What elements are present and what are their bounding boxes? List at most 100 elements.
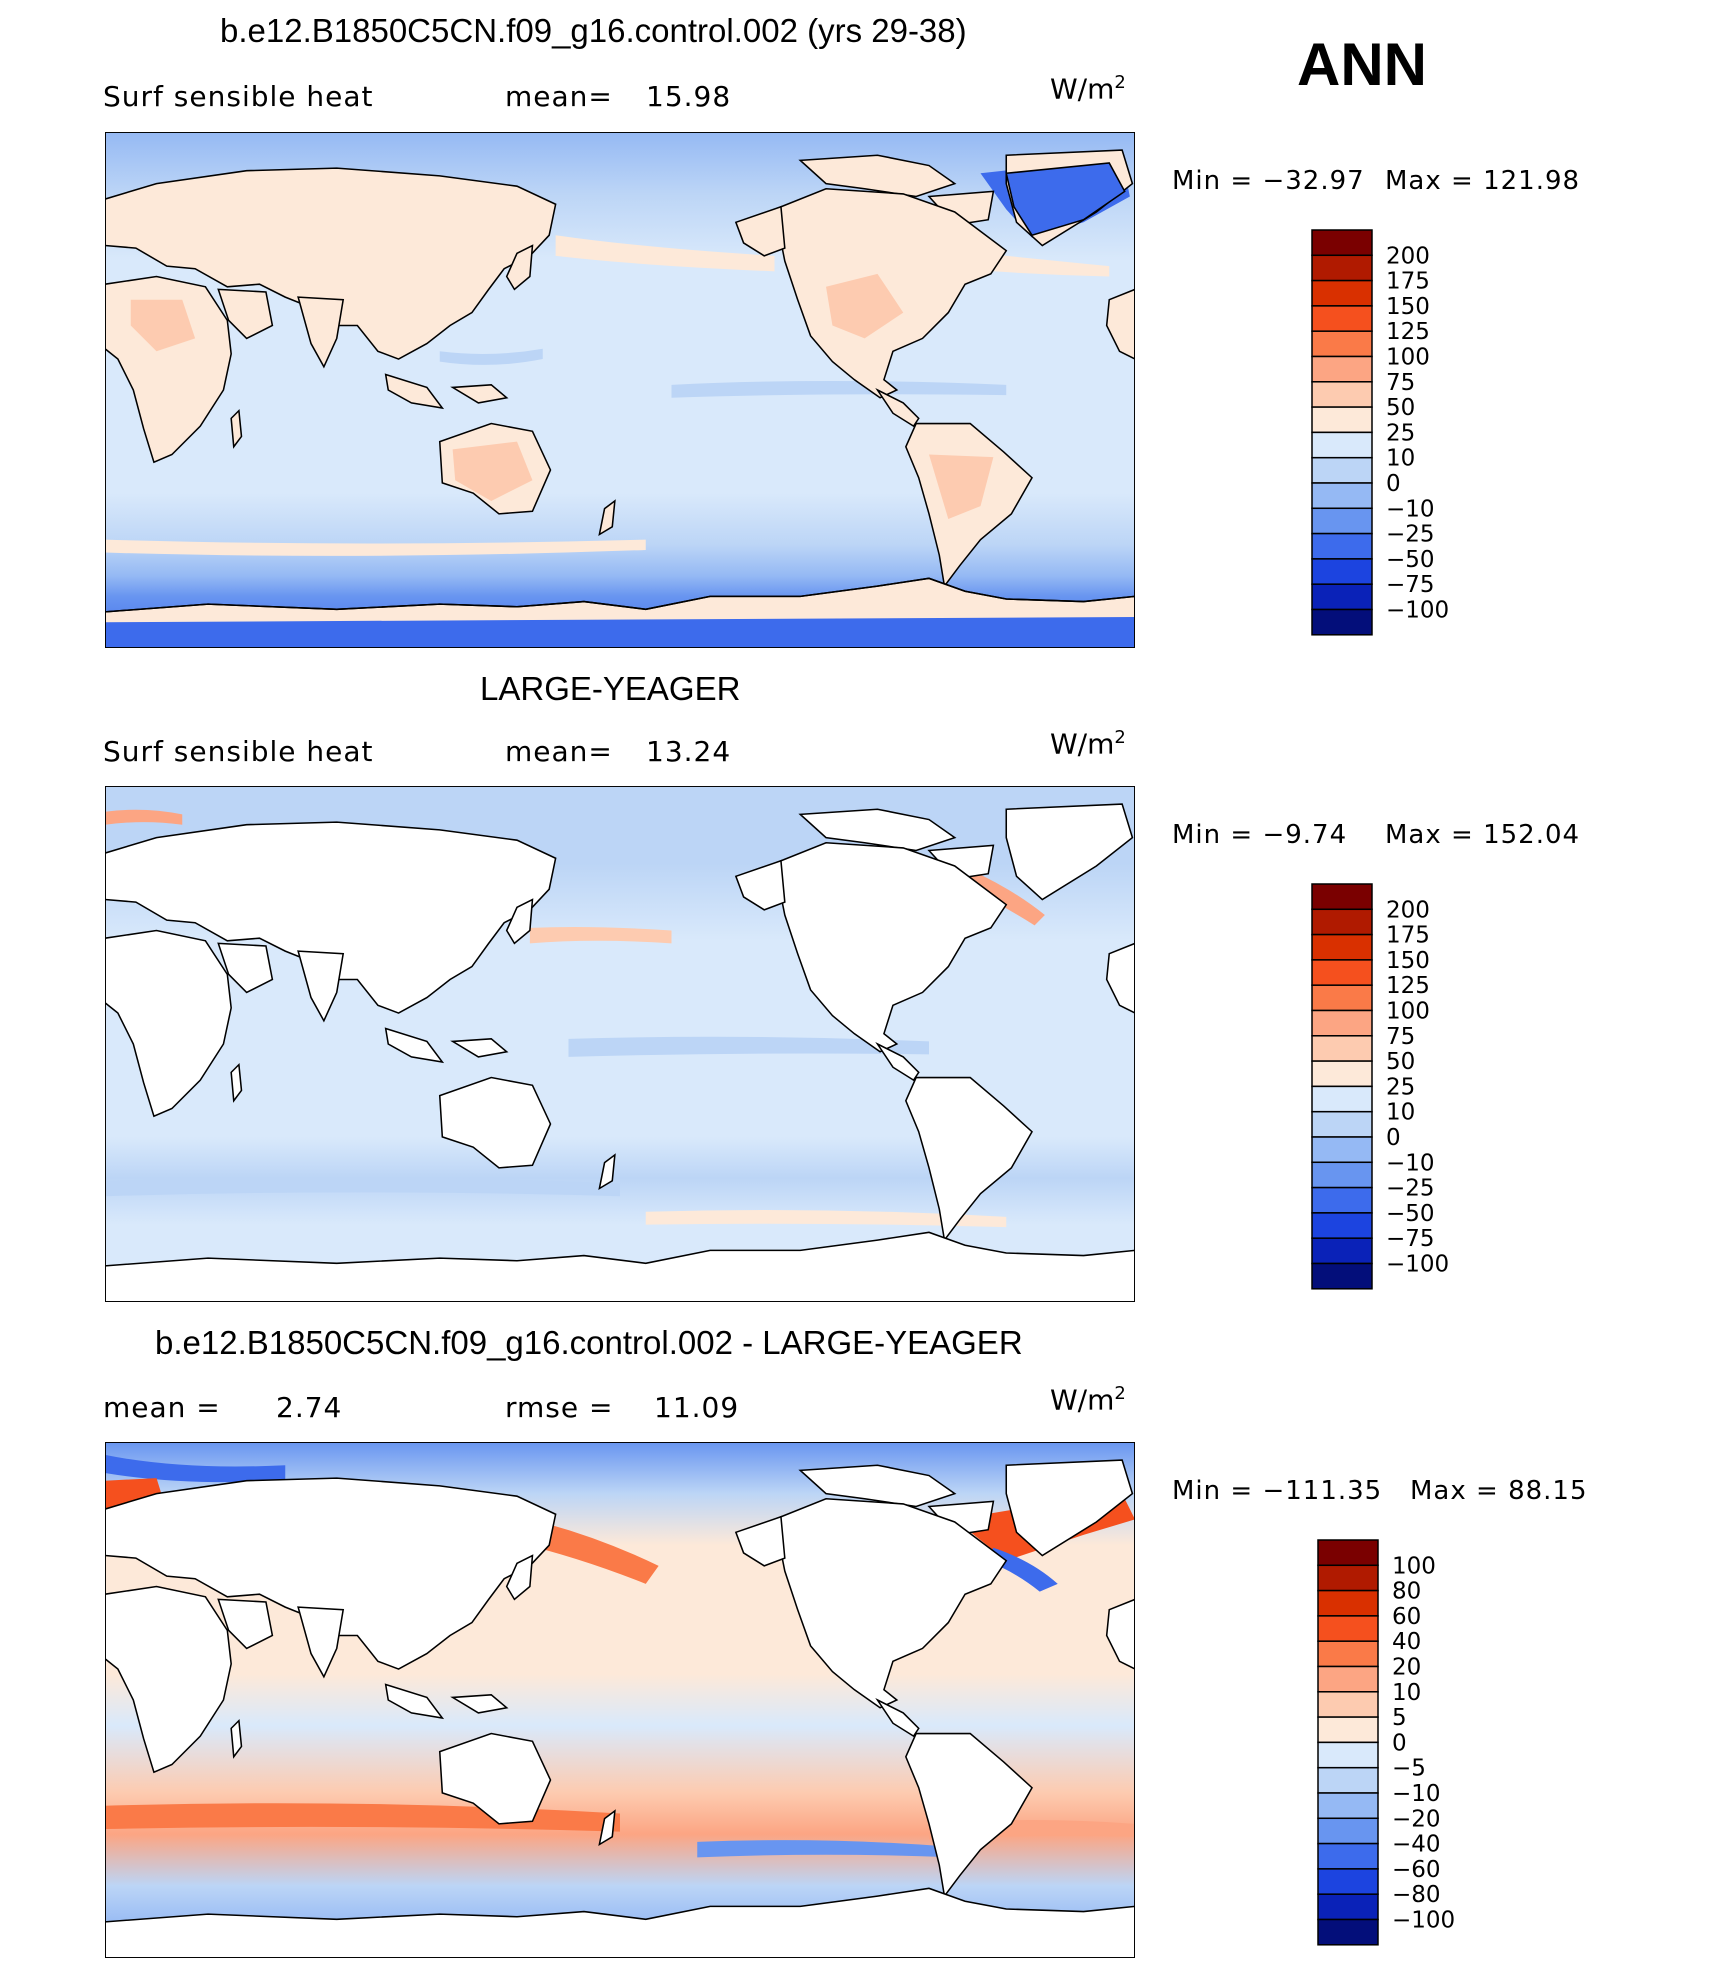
panel1-colorbar-swatch-3	[1311, 305, 1373, 332]
panel1-colorbar-tick-label-6: 50	[1386, 395, 1415, 421]
units-exp: 2	[1114, 72, 1126, 93]
panel3-title: b.e12.B1850C5CN.f09_g16.control.002 - LA…	[155, 1324, 1023, 1361]
panel3-colorbar-tick-label-6: 5	[1392, 1705, 1407, 1731]
season-label: ANN	[1297, 31, 1427, 98]
panel3-colorbar-tick-label-7: 0	[1392, 1730, 1407, 1756]
panel3-colorbar-swatch-9	[1317, 1766, 1379, 1794]
panel3-colorbar-swatch-7	[1317, 1716, 1379, 1744]
panel3-colorbar-tick-label-14: −100	[1392, 1908, 1455, 1934]
panel1-colorbar-tick-label-9: 0	[1386, 471, 1401, 497]
panel2-colorbar-swatch-1	[1311, 908, 1373, 936]
panel2-units: W/m2	[1050, 727, 1126, 760]
panel1-colorbar-swatch-10	[1311, 482, 1373, 510]
panel2-colorbar-swatch-5	[1311, 1009, 1373, 1037]
panel2-colorbar-tick-label-5: 75	[1386, 1024, 1415, 1050]
panel2-variable-label: Surf sensible heat	[103, 735, 374, 768]
panel1-colorbar-swatch-9	[1311, 456, 1373, 484]
panel1-colorbar-swatch-2	[1311, 279, 1373, 307]
panel1-units: W/m2	[1050, 72, 1126, 105]
panel1-colorbar-swatch-14	[1311, 583, 1373, 611]
panel2-colorbar-tick-label-4: 100	[1386, 999, 1430, 1025]
panel1-colorbar-tick-label-13: −75	[1386, 572, 1435, 598]
panel2-colorbar-tick-label-0: 200	[1386, 897, 1430, 923]
panel3-colorbar-tick-label-3: 40	[1392, 1629, 1421, 1655]
panel1-mean-value: 15.98	[646, 80, 732, 113]
panel3-colorbar-swatch-0	[1317, 1539, 1379, 1567]
panel2-colorbar-tick-label-7: 25	[1386, 1074, 1415, 1100]
panel1-colorbar-tick-label-4: 100	[1386, 345, 1430, 371]
panel3-colorbar-swatch-11	[1317, 1817, 1379, 1845]
panel1-max-label: Max = 121.98	[1385, 166, 1581, 196]
panel1-colorbar-swatch-7	[1311, 406, 1373, 434]
panel2-colorbar-swatch-11	[1311, 1161, 1373, 1189]
panel1-colorbar-swatch-8	[1311, 431, 1373, 459]
panel1-colorbar-tick-label-5: 75	[1386, 370, 1415, 396]
panel3-colorbar-tick-label-1: 80	[1392, 1579, 1421, 1605]
panel2-colorbar-swatch-13	[1311, 1212, 1373, 1239]
panel2-title: LARGE-YEAGER	[480, 670, 741, 707]
panel2-colorbar-tick-label-8: 10	[1386, 1100, 1415, 1126]
panel2-colorbar-swatch-10	[1311, 1136, 1373, 1164]
panel2-colorbar-swatch-14	[1311, 1237, 1373, 1265]
panel3-colorbar-swatch-14	[1317, 1893, 1379, 1921]
panel3-colorbar-tick-label-4: 20	[1392, 1655, 1421, 1681]
panel2-colorbar-swatch-4	[1311, 984, 1373, 1012]
panel3-colorbar-swatch-10	[1317, 1792, 1379, 1820]
panel2-colorbar-swatch-0	[1311, 883, 1373, 911]
panel3-colorbar-tick-label-8: −5	[1392, 1756, 1426, 1782]
panel1-min-label: Min = −32.97	[1172, 166, 1365, 196]
panel3-colorbar-tick-label-0: 100	[1392, 1553, 1436, 1579]
panel3-colorbar-swatch-4	[1317, 1640, 1379, 1668]
units-exp: 2	[1114, 1383, 1126, 1404]
panel3-colorbar-tick-label-11: −40	[1392, 1832, 1441, 1858]
panel2-colorbar-tick-label-10: −10	[1386, 1150, 1435, 1176]
panel2-colorbar-swatch-12	[1311, 1186, 1373, 1214]
panel1-colorbar-swatch-0	[1311, 229, 1373, 257]
panel2-colorbar-swatch-8	[1311, 1085, 1373, 1113]
panel1-map	[105, 132, 1135, 648]
panel3-rmse-label: rmse =	[505, 1391, 614, 1424]
panel2-colorbar-tick-label-9: 0	[1386, 1125, 1401, 1151]
panel3-colorbar-swatch-12	[1317, 1842, 1379, 1870]
panel1-colorbar-tick-label-14: −100	[1386, 598, 1449, 624]
panel1-colorbar-swatch-4	[1311, 330, 1373, 358]
panel2-mean-value: 13.24	[646, 735, 732, 768]
panel3-mean-label: mean =	[103, 1391, 221, 1424]
panel3-colorbar-tick-label-12: −60	[1392, 1857, 1441, 1883]
panel3-colorbar-swatch-8	[1317, 1741, 1379, 1769]
panel1-colorbar-tick-label-7: 25	[1386, 420, 1415, 446]
units-base: W/m	[1050, 72, 1115, 106]
panel2-colorbar-tick-label-13: −75	[1386, 1226, 1435, 1252]
panel1-colorbar-tick-label-8: 10	[1386, 446, 1415, 472]
panel1-colorbar-swatch-1	[1311, 254, 1373, 282]
panel2-colorbar-swatch-7	[1311, 1060, 1373, 1088]
panel2-colorbar-tick-label-1: 175	[1386, 923, 1430, 949]
panel3-colorbar-tick-label-2: 60	[1392, 1604, 1421, 1630]
panel2-colorbar-tick-label-12: −50	[1386, 1201, 1435, 1227]
panel2-colorbar-tick-label-11: −25	[1386, 1176, 1435, 1202]
panel2-min-label: Min = −9.74	[1172, 820, 1348, 850]
panel2-colorbar-swatch-15	[1311, 1262, 1373, 1290]
panel1-colorbar-tick-label-3: 125	[1386, 319, 1430, 345]
panel1-colorbar-tick-label-10: −10	[1386, 496, 1435, 522]
panel1-colorbar-tick-label-11: −25	[1386, 522, 1435, 548]
panel1-colorbar-swatch-6	[1311, 381, 1373, 408]
panel3-colorbar-swatch-6	[1317, 1691, 1379, 1718]
panel3-colorbar-swatch-15	[1317, 1918, 1379, 1946]
panel1-title: b.e12.B1850C5CN.f09_g16.control.002 (yrs…	[220, 12, 967, 49]
panel1-colorbar-swatch-13	[1311, 558, 1373, 585]
panel1-colorbar-tick-label-12: −50	[1386, 547, 1435, 573]
panel3-map	[105, 1442, 1135, 1958]
units-exp: 2	[1114, 727, 1126, 748]
panel3-max-label: Max = 88.15	[1410, 1476, 1588, 1506]
panel3-colorbar-tick-label-9: −10	[1392, 1781, 1441, 1807]
panel3-colorbar-swatch-1	[1317, 1564, 1379, 1592]
panel2-max-label: Max = 152.04	[1385, 820, 1581, 850]
panel3-rmse-value: 11.09	[654, 1391, 740, 1424]
panel1-colorbar-tick-label-1: 175	[1386, 269, 1430, 295]
panel2-map	[105, 786, 1135, 1302]
panel3-mean-value: 2.74	[276, 1391, 343, 1424]
panel1-variable-label: Surf sensible heat	[103, 80, 374, 113]
